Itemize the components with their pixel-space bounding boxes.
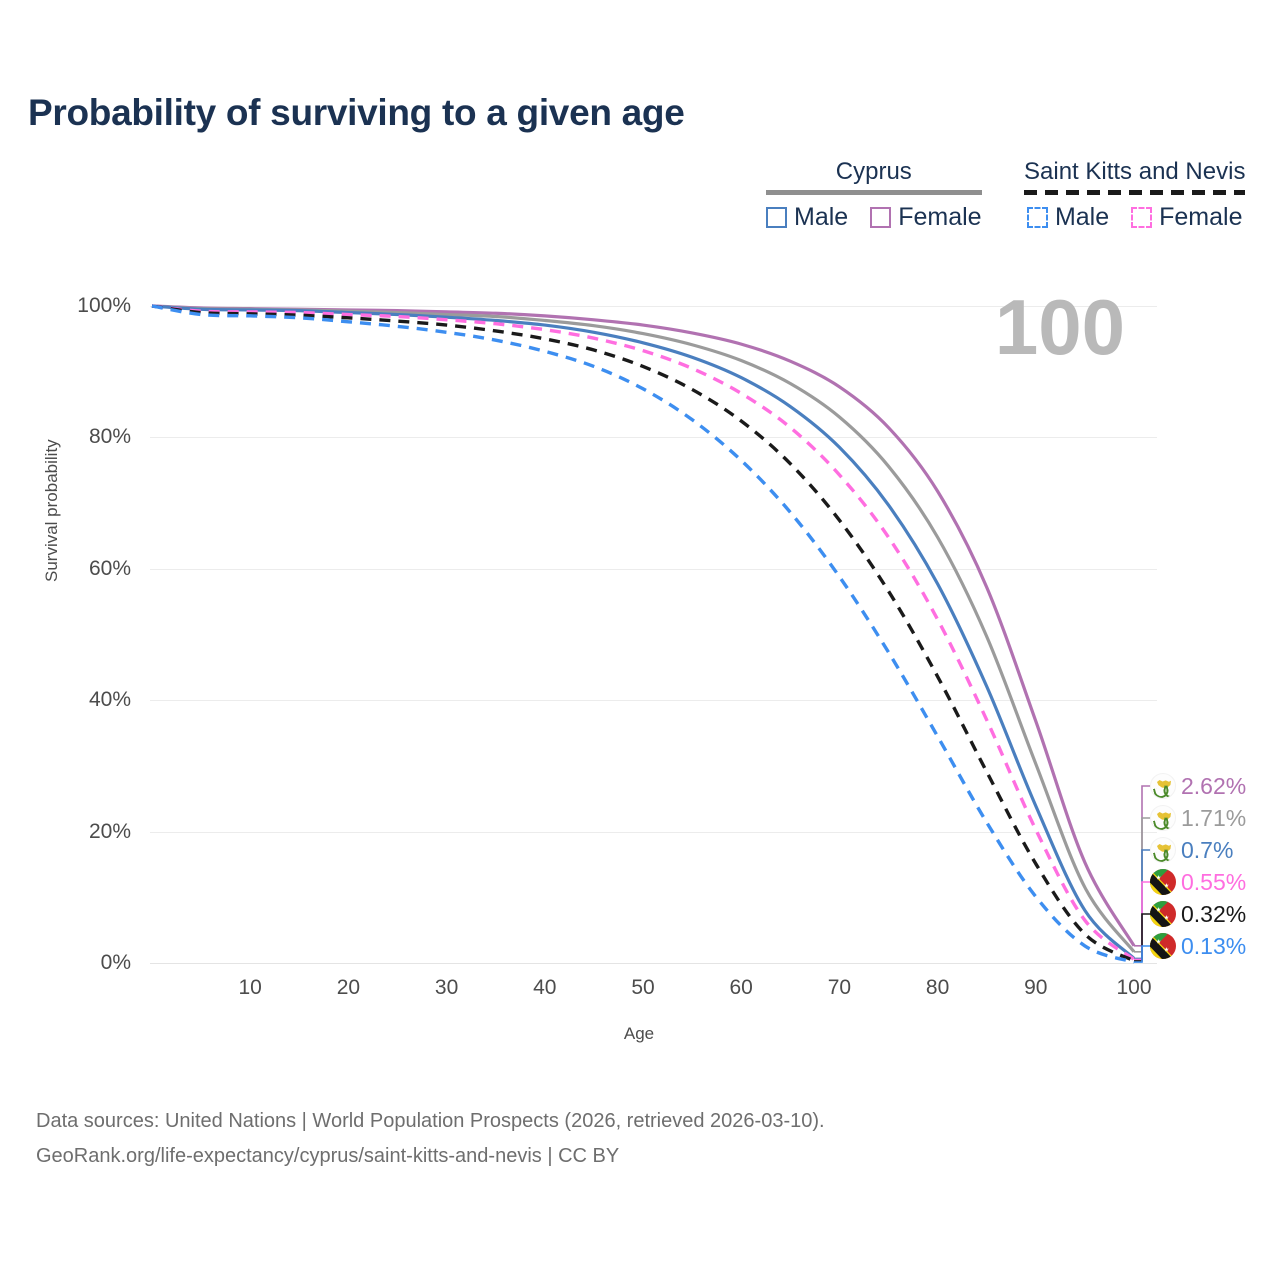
end-label-value: 2.62% — [1181, 772, 1247, 799]
chart-legend: Cyprus Male Female Saint Kitts and Nevis — [756, 160, 1256, 242]
legend-item-label: Female — [898, 203, 982, 231]
legend-item-cyprus-female[interactable]: Female — [870, 203, 982, 232]
gridline — [150, 700, 1157, 702]
series-line — [151, 304, 1135, 964]
age-watermark: 100 — [994, 283, 1125, 371]
legend-swatch-purple-solid-icon — [870, 207, 892, 228]
legend-item-label: Male — [794, 203, 849, 231]
legend-item-skn-male[interactable]: Male — [1026, 203, 1110, 232]
cyprus-flag-icon — [1150, 773, 1176, 799]
end-label-row: 1.71% — [1150, 802, 1280, 834]
series-line — [151, 304, 1136, 960]
series-line — [151, 304, 1135, 963]
page-title: Probability of surviving to a given age — [28, 92, 685, 133]
saint-kitts-and-nevis-flag-icon — [1150, 869, 1176, 895]
end-label-row: 0.7% — [1150, 834, 1280, 866]
gridline — [150, 963, 1157, 964]
y-axis-tick-label: 60% — [88, 556, 131, 580]
y-axis-tick-label: 40% — [88, 688, 131, 712]
legend-swatch-blue-dashed-icon — [1026, 207, 1048, 228]
x-axis-tick-label: 40 — [533, 976, 557, 999]
legend-group-cyprus: Cyprus Male Female — [766, 160, 982, 232]
y-axis-tick-label: 0% — [100, 951, 131, 974]
saint-kitts-and-nevis-flag-icon — [1150, 901, 1176, 927]
legend-swatch-pink-dashed-icon — [1131, 207, 1153, 228]
legend-group-saint-kitts-and-nevis: Saint Kitts and Nevis Male Female — [1024, 158, 1246, 232]
end-label-leader-line — [1134, 913, 1151, 962]
x-axis-label: Age — [623, 1024, 655, 1043]
x-axis-tick-label: 80 — [925, 976, 950, 999]
y-axis-tick-label: 80% — [88, 425, 131, 449]
saint-kitts-and-nevis-flag-icon — [1150, 933, 1176, 959]
x-axis-tick-label: 50 — [631, 976, 655, 999]
end-label-value: 0.55% — [1181, 868, 1247, 895]
legend-item-label: Female — [1159, 203, 1243, 231]
end-label-value: 1.71% — [1181, 804, 1247, 831]
gridline — [150, 306, 1157, 307]
series-line — [151, 304, 1136, 947]
series-end-labels: 2.62% 1.71% 0.7% 0.55% 0.32% 0.13% — [1150, 770, 1280, 962]
plot-area: Survival probability 0% 20% 40% 60% 80% 100% … — [42, 288, 1157, 1043]
end-label-row: 0.55% — [1150, 866, 1280, 898]
cyprus-flag-icon — [1150, 837, 1176, 863]
legend-country-label: Cyprus — [835, 158, 912, 185]
footer: Data sources: United Nations | World Pop… — [36, 1104, 825, 1174]
end-label-row: 2.62% — [1150, 770, 1280, 802]
x-axis-tick-label: 100 — [1116, 976, 1152, 999]
cyprus-flag-icon — [1150, 805, 1176, 831]
footer-attribution: GeoRank.org/life-expectancy/cyprus/saint… — [36, 1145, 620, 1167]
gridline — [150, 831, 1157, 833]
legend-item-skn-female[interactable]: Female — [1131, 203, 1243, 232]
y-axis-tick-label: 100% — [77, 294, 131, 317]
gridline — [150, 437, 1157, 439]
x-axis-tick-label: 30 — [434, 976, 459, 999]
legend-country-label: Saint Kitts and Nevis — [1024, 158, 1246, 185]
y-axis-tick-label: 20% — [88, 819, 131, 843]
x-axis-tick-label: 60 — [729, 976, 753, 999]
x-axis-tick-label: 10 — [238, 976, 262, 999]
end-label-row: 0.32% — [1150, 898, 1280, 930]
end-label-leader-line — [1134, 945, 1151, 963]
end-label-value: 0.13% — [1181, 932, 1247, 959]
end-label-row: 0.13% — [1150, 930, 1280, 962]
series-line — [151, 304, 1136, 953]
series-curves — [151, 304, 1151, 964]
gridline — [150, 568, 1157, 570]
series-line — [151, 304, 1136, 961]
footer-data-sources: Data sources: United Nations | World Pop… — [36, 1110, 825, 1132]
legend-swatch-blue-solid-icon — [766, 207, 787, 228]
end-label-value: 0.7% — [1181, 836, 1234, 863]
end-label-value: 0.32% — [1181, 900, 1247, 927]
legend-item-label: Male — [1054, 203, 1110, 231]
x-axis-tick-label: 90 — [1024, 976, 1048, 999]
x-axis-tick-label: 70 — [827, 976, 852, 999]
x-axis-tick-label: 20 — [336, 976, 361, 999]
y-axis-label: Survival probability — [42, 439, 61, 582]
legend-country-rule-dashed — [1024, 190, 1246, 195]
legend-country-rule-solid — [766, 190, 982, 195]
legend-item-cyprus-male[interactable]: Male — [766, 203, 848, 232]
